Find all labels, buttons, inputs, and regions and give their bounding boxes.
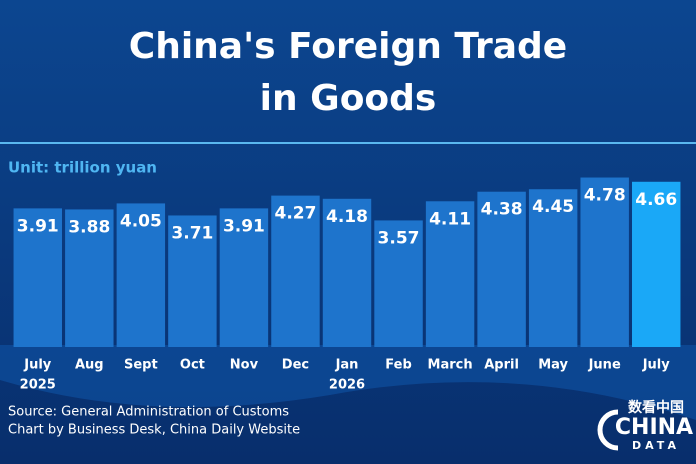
x-tick-year: 2025 bbox=[20, 378, 56, 393]
value-label: 4.38 bbox=[481, 200, 523, 220]
x-tick-label: July bbox=[642, 358, 671, 373]
logo-text: DATA bbox=[632, 439, 680, 452]
bar bbox=[425, 201, 475, 347]
x-tick-label: March bbox=[428, 358, 473, 373]
value-label: 4.18 bbox=[326, 207, 368, 227]
logo-text: CHINA bbox=[615, 415, 693, 440]
bar bbox=[116, 203, 166, 347]
value-label: 3.91 bbox=[223, 216, 265, 236]
x-tick-label: April bbox=[484, 358, 519, 373]
value-label: 3.71 bbox=[171, 223, 213, 243]
bar bbox=[219, 208, 269, 347]
logo: 数看中国 CHINA DATA bbox=[597, 399, 693, 452]
value-label: 4.66 bbox=[635, 190, 677, 210]
value-label: 3.88 bbox=[68, 217, 110, 237]
value-label: 4.11 bbox=[429, 209, 471, 229]
bar bbox=[168, 215, 217, 347]
x-tick-label: May bbox=[538, 358, 568, 373]
bar bbox=[271, 195, 320, 347]
x-tick-label: July bbox=[23, 358, 52, 373]
x-tick-label: June bbox=[588, 358, 621, 373]
bar bbox=[374, 220, 423, 347]
unit-label: Unit: trillion yuan bbox=[8, 159, 157, 177]
x-tick-year: 2026 bbox=[329, 378, 365, 393]
bar bbox=[322, 198, 372, 347]
logo-arc bbox=[597, 409, 619, 451]
bar bbox=[477, 191, 526, 347]
value-label: 4.45 bbox=[532, 197, 574, 217]
x-tick-label: Oct bbox=[180, 358, 205, 373]
bar bbox=[528, 189, 578, 347]
bar bbox=[65, 209, 114, 347]
x-tick-label: Nov bbox=[230, 358, 259, 373]
chart-title: in Goods bbox=[260, 78, 437, 119]
bar bbox=[13, 208, 62, 347]
x-tick-label: Sept bbox=[124, 358, 158, 373]
chart-title: China's Foreign Trade bbox=[129, 26, 567, 67]
value-label: 4.78 bbox=[584, 186, 626, 206]
bar bbox=[580, 177, 629, 347]
x-tick-label: Jan bbox=[335, 358, 359, 373]
x-tick-label: Dec bbox=[282, 358, 309, 373]
value-label: 3.57 bbox=[378, 228, 420, 248]
value-label: 4.27 bbox=[274, 204, 316, 224]
x-tick-label: Aug bbox=[75, 358, 104, 373]
x-tick-label: Feb bbox=[385, 358, 411, 373]
value-label: 3.91 bbox=[17, 216, 59, 236]
bar bbox=[632, 181, 681, 347]
value-label: 4.05 bbox=[120, 211, 162, 231]
source: Source: General Administration of Custom… bbox=[8, 405, 289, 420]
background-wave bbox=[0, 345, 696, 420]
logo-text: 数看中国 bbox=[628, 399, 684, 416]
credit: Chart by Business Desk, China Daily Webs… bbox=[8, 423, 300, 438]
